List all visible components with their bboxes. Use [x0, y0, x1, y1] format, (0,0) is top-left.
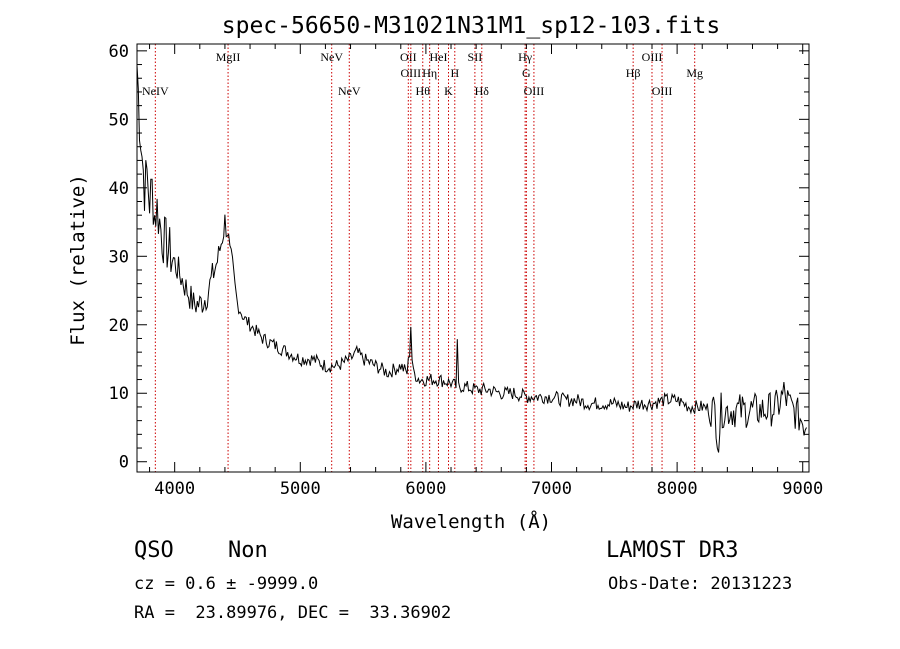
- spectral-line-label: Hβ: [626, 66, 641, 80]
- spectral-line-label: Hη: [422, 66, 437, 80]
- spectral-line-label: OIII: [652, 84, 673, 98]
- spectral-line-label: NeV: [320, 50, 343, 64]
- x-tick-label: 6000: [405, 479, 446, 499]
- plot-frame: [136, 43, 810, 473]
- x-tick-label: 9000: [782, 479, 823, 499]
- spectral-line-label: OIII: [524, 84, 545, 98]
- spectral-line-label: SII: [468, 50, 483, 64]
- y-tick-label: 60: [109, 42, 129, 62]
- y-tick-label: 10: [109, 384, 129, 404]
- spectral-line-label: Hθ: [416, 84, 431, 98]
- spectral-line-label: MgII: [216, 50, 241, 64]
- plot-area: NeIV MgII NeV NeV OII OIII Hθ Hη HeI KH SII Hδ Hγ G OI…: [109, 42, 824, 499]
- x-tick-label: 5000: [280, 479, 321, 499]
- spectral-line-label: OIII: [400, 66, 421, 80]
- y-axis-label: Flux (relative): [67, 174, 89, 346]
- object-subclass: Non: [228, 538, 268, 563]
- spectral-line-label: Mg: [686, 66, 703, 80]
- ra-dec: RA = 23.89976, DEC = 33.36902: [134, 603, 452, 623]
- spectral-line-label: H: [450, 66, 459, 80]
- chart-title: spec-56650-M31021N31M1_sp12-103.fits: [222, 13, 721, 39]
- spectral-line-label: HeI: [429, 50, 447, 64]
- redshift-cz: cz = 0.6 ± -9999.0: [134, 574, 319, 594]
- y-tick-label: 0: [119, 453, 129, 473]
- y-tick-label: 20: [109, 316, 129, 336]
- spectral-line-label: NeIV: [142, 84, 169, 98]
- y-tick-label: 30: [109, 247, 129, 267]
- spectral-line-label: NeV: [338, 84, 361, 98]
- spectral-line-label: Hδ: [475, 84, 490, 98]
- x-tick-label: 7000: [531, 479, 572, 499]
- spectral-line-label: G: [522, 66, 531, 80]
- spectral-line-label: OII: [400, 50, 417, 64]
- y-tick-label: 40: [109, 179, 129, 199]
- spectral-line-label: K: [444, 84, 453, 98]
- y-tick-label: 50: [109, 110, 129, 130]
- object-class: QSO: [134, 538, 174, 563]
- spectral-line-label: Hγ: [518, 50, 533, 64]
- spectral-line-label: OIII: [642, 50, 663, 64]
- x-axis-label: Wavelength (Å): [391, 510, 551, 533]
- x-tick-label: 4000: [154, 479, 195, 499]
- spectrum-series-line: [136, 65, 807, 453]
- x-tick-label: 8000: [657, 479, 698, 499]
- survey-name: LAMOST DR3: [606, 538, 739, 563]
- obs-date: Obs-Date: 20131223: [608, 574, 793, 594]
